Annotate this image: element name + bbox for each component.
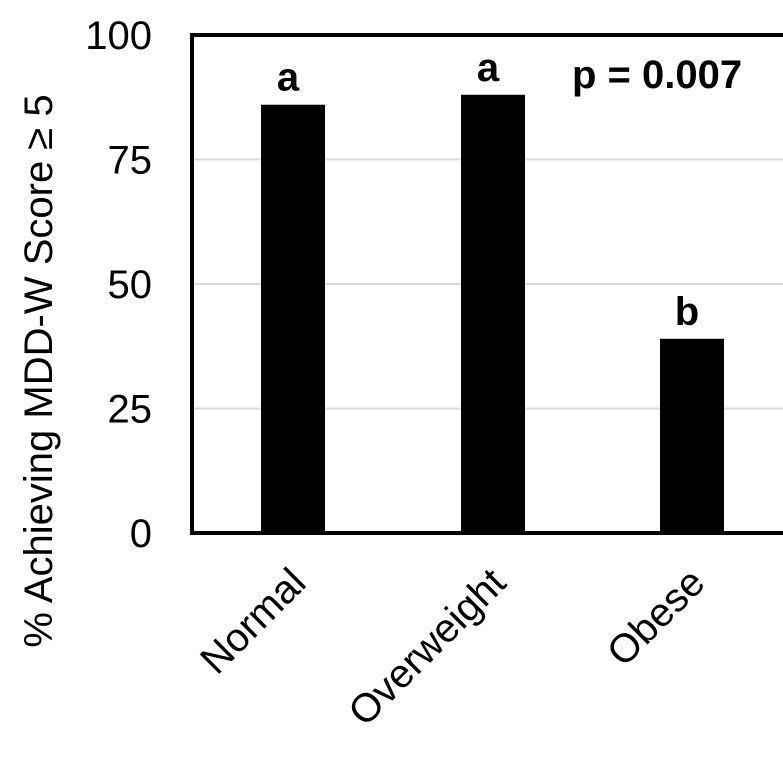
y-tick-100: 100 [85,14,152,58]
plot-frame [190,33,783,535]
bar-overweight [461,94,525,533]
x-tick-overweight: Overweight [340,560,514,734]
p-value-annotation: p = 0.007 [572,53,742,97]
x-tick-obese: Obese [599,560,713,674]
bars [261,94,724,533]
bar-obese [660,338,724,533]
plot-border [190,33,783,535]
bar-normal [261,104,325,533]
sig-letter-obese: b [675,290,699,334]
significance-letters: a a b [277,46,699,334]
sig-letter-normal: a [277,56,300,100]
y-tick-labels: 0 25 50 75 100 [85,14,152,556]
y-tick-75: 75 [108,139,153,183]
x-category-labels: Normal Overweight Obese [192,560,713,734]
y-tick-0: 0 [130,512,152,556]
y-axis-label: % Achieving MDD-W Score ≥ 5 [17,94,61,647]
y-tick-50: 50 [108,263,153,307]
y-tick-25: 25 [108,388,153,432]
x-tick-normal: Normal [192,560,314,682]
sig-letter-overweight: a [477,46,500,90]
